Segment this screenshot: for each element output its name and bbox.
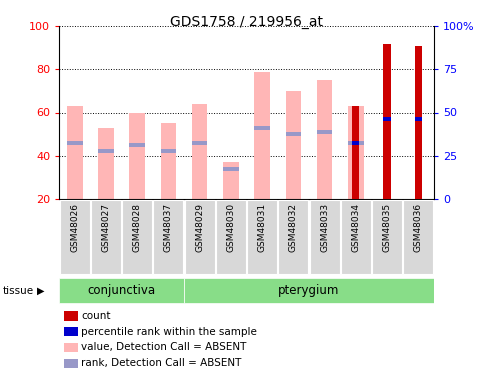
Bar: [98, 149, 114, 153]
Text: GSM48033: GSM48033: [320, 202, 329, 252]
Bar: [161, 123, 176, 199]
Bar: [254, 72, 270, 199]
FancyBboxPatch shape: [403, 200, 433, 274]
Bar: [67, 141, 83, 145]
Text: pterygium: pterygium: [278, 284, 340, 297]
Text: ▶: ▶: [37, 286, 44, 296]
Bar: [129, 143, 145, 147]
Text: GSM48028: GSM48028: [133, 202, 141, 252]
Text: count: count: [81, 311, 111, 321]
Text: GSM48037: GSM48037: [164, 202, 173, 252]
Text: GSM48027: GSM48027: [102, 202, 110, 252]
Bar: [384, 44, 390, 199]
FancyBboxPatch shape: [216, 200, 246, 274]
FancyBboxPatch shape: [91, 200, 121, 274]
Text: GSM48032: GSM48032: [289, 202, 298, 252]
FancyBboxPatch shape: [60, 200, 90, 274]
FancyBboxPatch shape: [153, 200, 183, 274]
Bar: [384, 117, 390, 121]
Text: percentile rank within the sample: percentile rank within the sample: [81, 327, 257, 337]
Bar: [223, 166, 239, 171]
Bar: [317, 130, 332, 134]
Text: conjunctiva: conjunctiva: [88, 284, 156, 297]
Bar: [223, 162, 239, 199]
Bar: [192, 104, 208, 199]
Bar: [352, 141, 359, 145]
Text: GSM48031: GSM48031: [258, 202, 267, 252]
FancyBboxPatch shape: [310, 200, 340, 274]
FancyBboxPatch shape: [247, 200, 277, 274]
Bar: [317, 80, 332, 199]
FancyBboxPatch shape: [122, 200, 152, 274]
Text: GSM48035: GSM48035: [383, 202, 391, 252]
Bar: [348, 106, 363, 199]
Bar: [348, 141, 363, 145]
Bar: [415, 117, 422, 121]
Bar: [67, 106, 83, 199]
Bar: [98, 128, 114, 199]
Text: GSM48029: GSM48029: [195, 202, 204, 252]
Bar: [352, 106, 359, 199]
Text: GSM48036: GSM48036: [414, 202, 423, 252]
Text: tissue: tissue: [2, 286, 34, 296]
Text: GSM48026: GSM48026: [70, 202, 79, 252]
FancyBboxPatch shape: [279, 200, 308, 274]
FancyBboxPatch shape: [184, 278, 434, 303]
Bar: [415, 46, 422, 199]
FancyBboxPatch shape: [185, 200, 214, 274]
Bar: [161, 149, 176, 153]
FancyBboxPatch shape: [372, 200, 402, 274]
FancyBboxPatch shape: [59, 278, 184, 303]
FancyBboxPatch shape: [341, 200, 371, 274]
Text: value, Detection Call = ABSENT: value, Detection Call = ABSENT: [81, 342, 246, 352]
Bar: [254, 126, 270, 129]
Bar: [129, 112, 145, 199]
Bar: [285, 91, 301, 199]
Text: GSM48034: GSM48034: [352, 202, 360, 252]
Bar: [285, 132, 301, 136]
Text: rank, Detection Call = ABSENT: rank, Detection Call = ABSENT: [81, 358, 242, 368]
Text: GSM48030: GSM48030: [226, 202, 235, 252]
Text: GDS1758 / 219956_at: GDS1758 / 219956_at: [170, 15, 323, 29]
Bar: [192, 141, 208, 145]
